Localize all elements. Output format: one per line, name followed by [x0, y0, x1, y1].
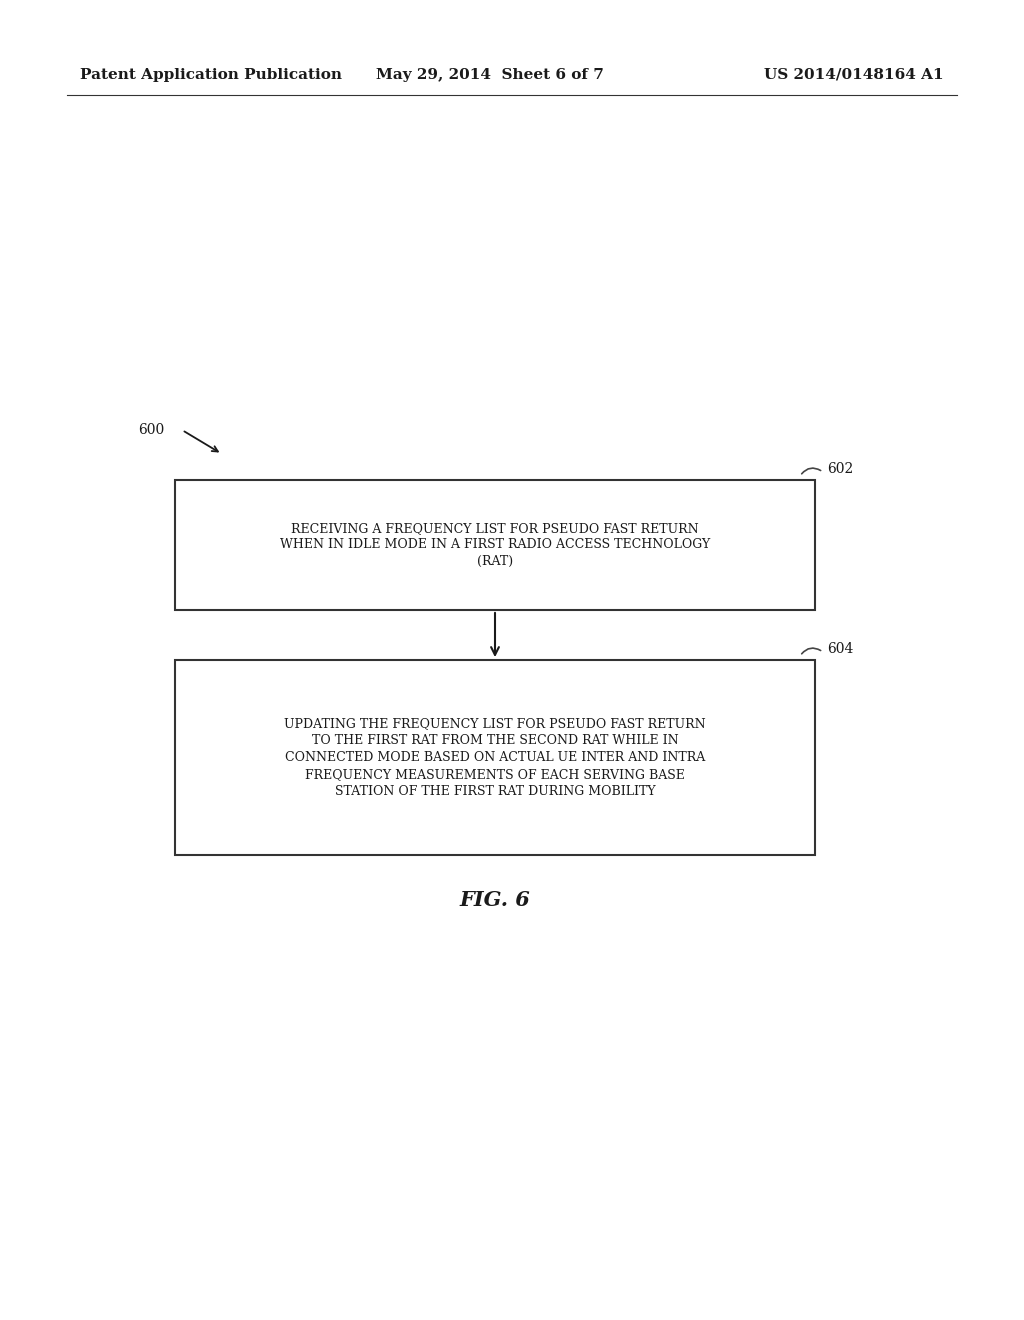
Text: CONNECTED MODE BASED ON ACTUAL UE INTER AND INTRA: CONNECTED MODE BASED ON ACTUAL UE INTER … [285, 751, 706, 764]
Text: RECEIVING A FREQUENCY LIST FOR PSEUDO FAST RETURN: RECEIVING A FREQUENCY LIST FOR PSEUDO FA… [291, 523, 698, 536]
Bar [175, 480, 815, 610]
Text: STATION OF THE FIRST RAT DURING MOBILITY: STATION OF THE FIRST RAT DURING MOBILITY [335, 785, 655, 799]
Text: (RAT): (RAT) [477, 554, 513, 568]
Text: FREQUENCY MEASUREMENTS OF EACH SERVING BASE: FREQUENCY MEASUREMENTS OF EACH SERVING B… [305, 768, 685, 781]
Text: 604: 604 [827, 642, 853, 656]
Text: 600: 600 [138, 422, 164, 437]
Text: FIG. 6: FIG. 6 [460, 890, 530, 909]
Text: US 2014/0148164 A1: US 2014/0148164 A1 [764, 69, 944, 82]
Text: Patent Application Publication: Patent Application Publication [80, 69, 342, 82]
Text: 602: 602 [827, 462, 853, 477]
Text: UPDATING THE FREQUENCY LIST FOR PSEUDO FAST RETURN: UPDATING THE FREQUENCY LIST FOR PSEUDO F… [285, 717, 706, 730]
Bar [175, 660, 815, 855]
Text: WHEN IN IDLE MODE IN A FIRST RADIO ACCESS TECHNOLOGY: WHEN IN IDLE MODE IN A FIRST RADIO ACCES… [280, 539, 710, 552]
Text: May 29, 2014  Sheet 6 of 7: May 29, 2014 Sheet 6 of 7 [376, 69, 604, 82]
Text: TO THE FIRST RAT FROM THE SECOND RAT WHILE IN: TO THE FIRST RAT FROM THE SECOND RAT WHI… [311, 734, 678, 747]
